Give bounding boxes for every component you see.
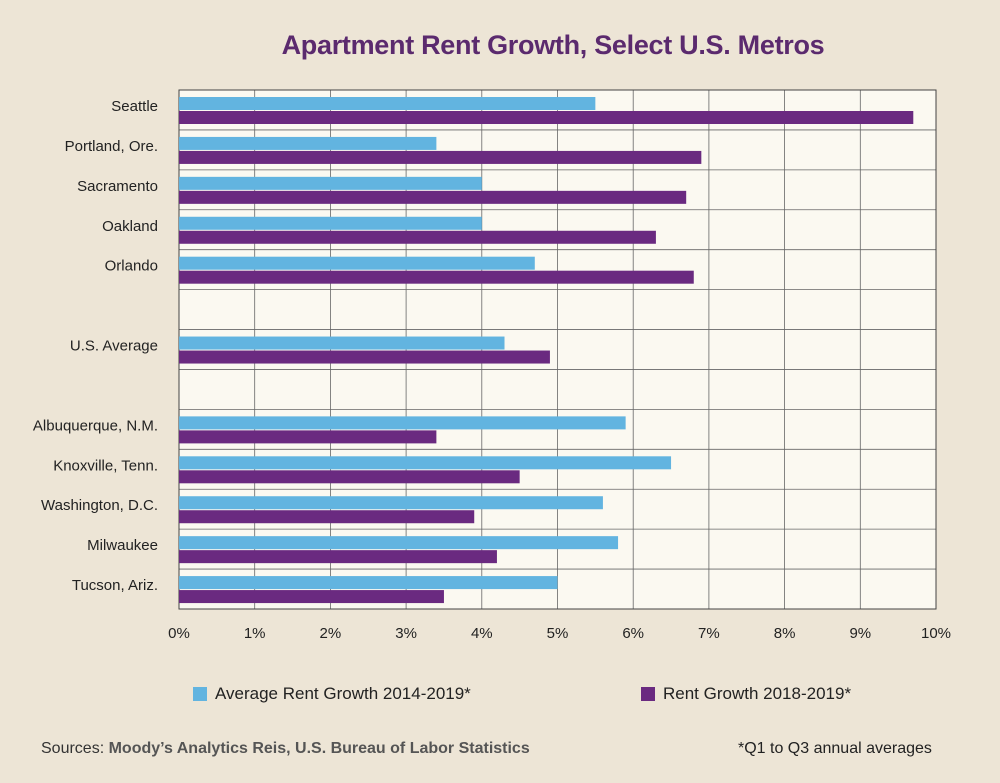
sources-label: Sources: xyxy=(41,740,105,757)
bar-chart: Seattle Portland, Ore. Sacramento Oakland Or… xyxy=(33,89,951,642)
bar-average xyxy=(179,97,596,110)
x-tick-label: 10% xyxy=(921,625,951,642)
legend-item-recent: Rent Growth 2018-2019* xyxy=(641,684,851,704)
legend-swatch-average xyxy=(193,687,207,701)
bar-recent xyxy=(179,510,475,524)
chart-title: Apartment Rent Growth, Select U.S. Metro… xyxy=(281,30,825,60)
bar-recent xyxy=(179,270,694,284)
bar-recent xyxy=(179,111,914,124)
bar-average xyxy=(179,136,437,150)
x-tick-label: 4% xyxy=(471,625,493,642)
category-label: Oakland xyxy=(102,218,158,235)
bar-average xyxy=(179,536,619,550)
bar-average xyxy=(179,176,482,190)
bar-average xyxy=(179,256,535,270)
x-tick-label: 2% xyxy=(320,625,342,642)
bar-recent xyxy=(179,150,702,164)
bar-recent xyxy=(179,430,437,444)
bar-average xyxy=(179,456,672,470)
sources-value: Moody’s Analytics Reis, U.S. Bureau of L… xyxy=(108,740,530,757)
bar-average xyxy=(179,216,482,230)
x-tick-label: 1% xyxy=(244,625,266,642)
bar-average xyxy=(179,576,558,590)
legend-swatch-recent xyxy=(641,687,655,701)
x-tick-label: 8% xyxy=(774,625,796,642)
bar-recent xyxy=(179,190,687,204)
x-tick-label: 5% xyxy=(547,625,569,642)
x-tick-label: 9% xyxy=(849,625,871,642)
bar-average xyxy=(179,416,626,430)
category-label: Tucson, Ariz. xyxy=(72,577,158,594)
footnote: *Q1 to Q3 annual averages xyxy=(738,740,932,757)
x-tick-label: 3% xyxy=(395,625,417,642)
category-label: U.S. Average xyxy=(70,338,158,355)
x-tick-label: 6% xyxy=(622,625,644,642)
bar-recent xyxy=(179,590,444,604)
bar-recent xyxy=(179,550,497,564)
x-tick-label: 7% xyxy=(698,625,720,642)
category-label: Washington, D.C. xyxy=(41,497,158,514)
category-label: Orlando xyxy=(105,258,158,275)
bar-recent xyxy=(179,470,520,484)
sources-note: Sources: Moody’s Analytics Reis, U.S. Bu… xyxy=(41,740,530,758)
bar-average xyxy=(179,496,603,510)
category-label: Sacramento xyxy=(77,178,158,195)
category-label: Portland, Ore. xyxy=(65,138,158,155)
legend-label-recent: Rent Growth 2018-2019* xyxy=(663,684,852,703)
x-tick-label: 0% xyxy=(168,625,190,642)
bar-recent xyxy=(179,350,550,364)
bar-average xyxy=(179,336,505,350)
category-label: Milwaukee xyxy=(87,537,158,554)
bar-recent xyxy=(179,230,656,244)
category-label: Knoxville, Tenn. xyxy=(53,457,158,474)
category-label: Seattle xyxy=(111,98,158,115)
legend-label-average: Average Rent Growth 2014-2019* xyxy=(215,684,471,703)
legend-item-average: Average Rent Growth 2014-2019* xyxy=(193,684,471,704)
category-label: Albuquerque, N.M. xyxy=(33,417,158,434)
